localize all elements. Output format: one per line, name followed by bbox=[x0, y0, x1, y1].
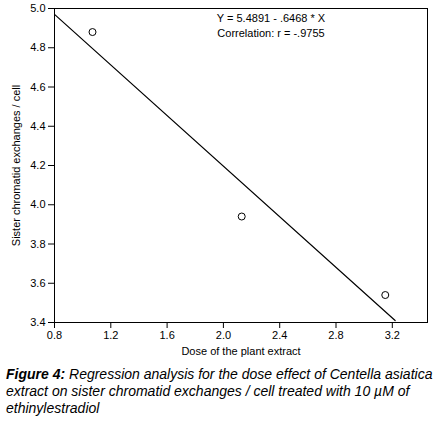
svg-text:4.4: 4.4 bbox=[30, 120, 45, 132]
svg-text:Sister chromatid exchanges / c: Sister chromatid exchanges / cell bbox=[10, 85, 22, 246]
svg-text:2.8: 2.8 bbox=[328, 329, 343, 341]
html-text:Figure 4: Regression analysis: Figure 4: Regression analysis for the do… bbox=[6, 366, 433, 416]
svg-text:2.0: 2.0 bbox=[216, 329, 231, 341]
svg-text:Y = 5.4891 - .6468 * X: Y = 5.4891 - .6468 * X bbox=[217, 12, 326, 24]
svg-text:3.8: 3.8 bbox=[30, 238, 45, 250]
svg-text:1.2: 1.2 bbox=[103, 329, 118, 341]
svg-text:1.6: 1.6 bbox=[159, 329, 174, 341]
svg-text:2.4: 2.4 bbox=[272, 329, 287, 341]
svg-text:4.0: 4.0 bbox=[30, 198, 45, 210]
svg-text:3.6: 3.6 bbox=[30, 277, 45, 289]
svg-text:3.2: 3.2 bbox=[385, 329, 400, 341]
svg-text:4.6: 4.6 bbox=[30, 81, 45, 93]
svg-text:4.8: 4.8 bbox=[30, 41, 45, 53]
svg-text:3.4: 3.4 bbox=[30, 316, 45, 328]
svg-text:0.8: 0.8 bbox=[47, 329, 62, 341]
svg-text:5.0: 5.0 bbox=[30, 2, 45, 14]
svg-text:Dose of the plant extract: Dose of the plant extract bbox=[181, 345, 300, 357]
svg-text:Correlation: r = -.9755: Correlation: r = -.9755 bbox=[217, 27, 324, 39]
svg-text:4.2: 4.2 bbox=[30, 159, 45, 171]
